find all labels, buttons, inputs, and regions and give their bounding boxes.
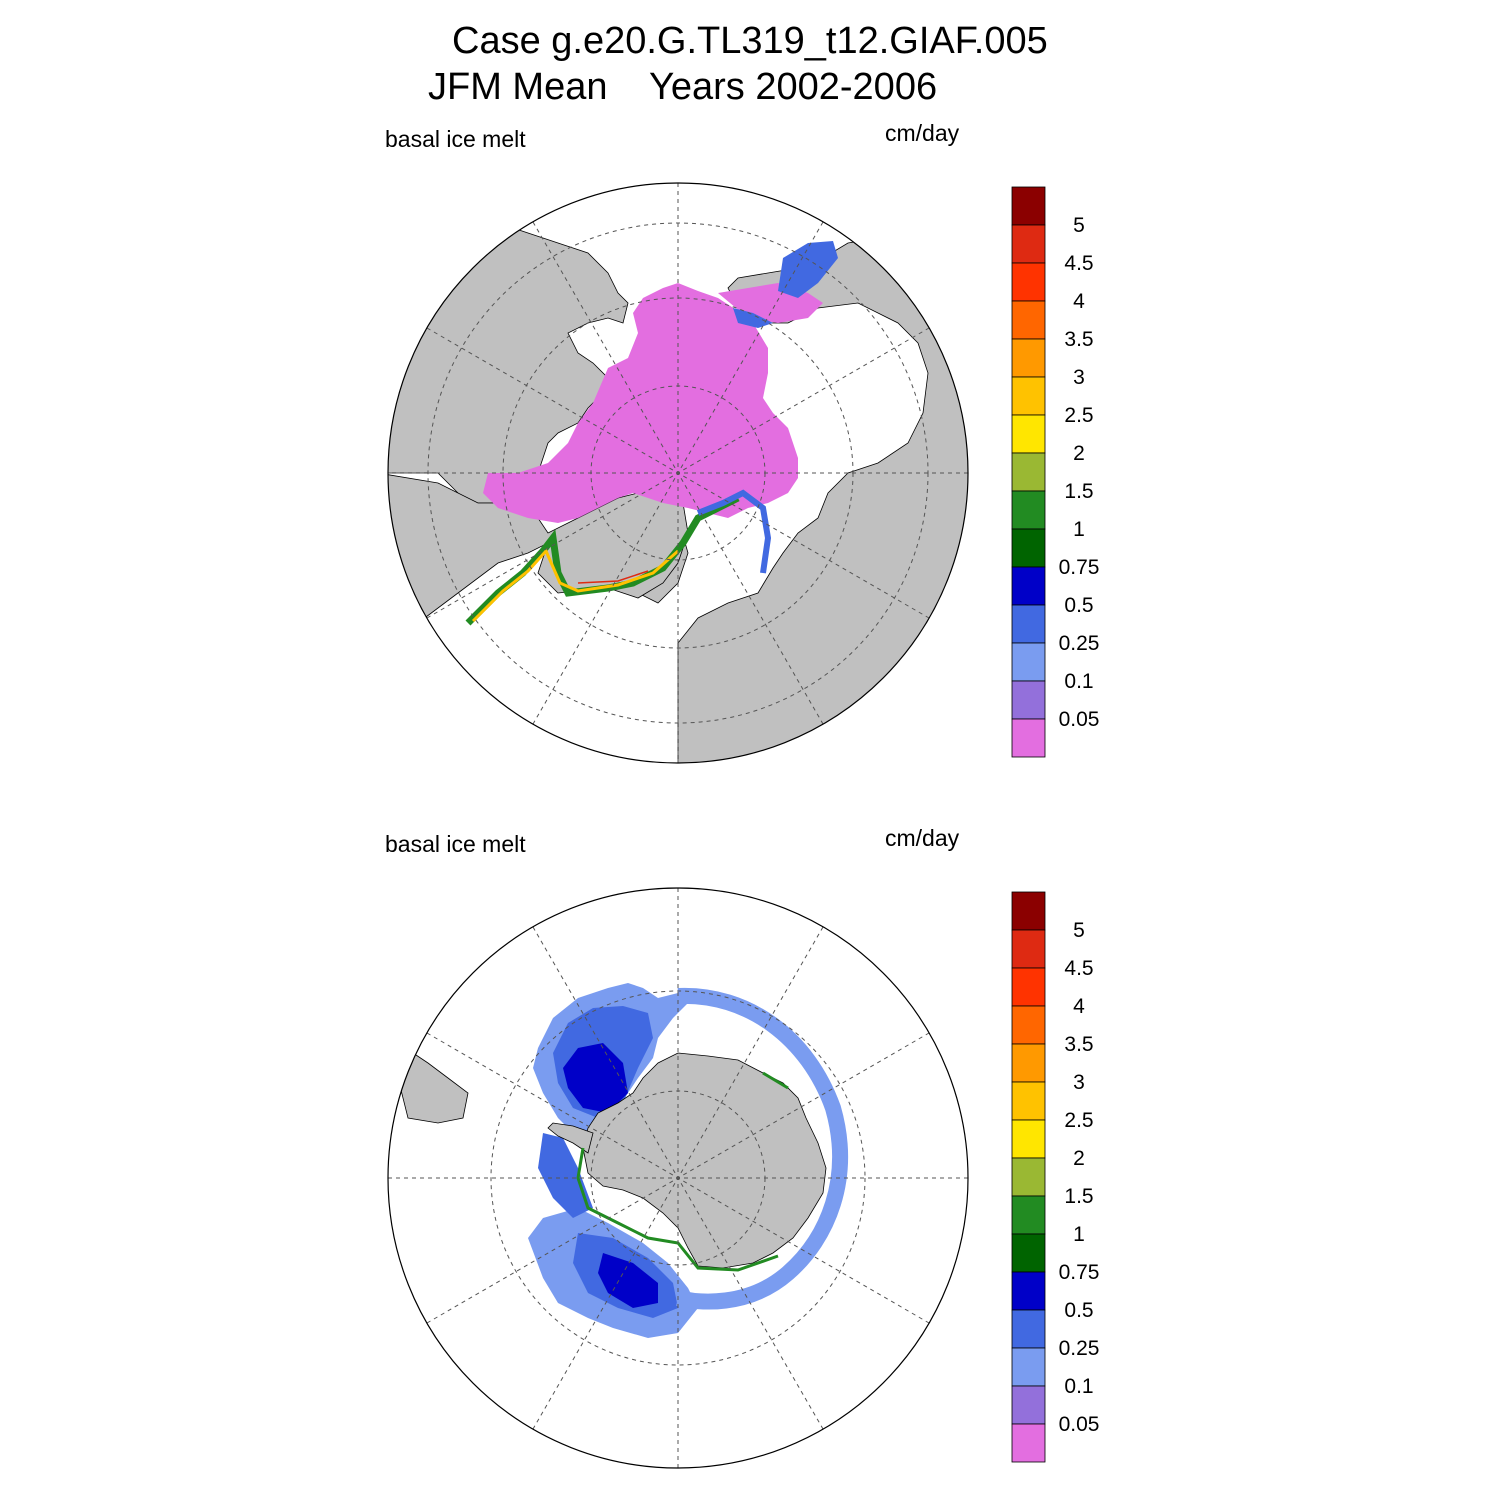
north-seaice-beringsea (778, 241, 838, 298)
south-land-southamerica (397, 1052, 469, 1124)
south-graticule (388, 888, 968, 1468)
north-colorbar-swatch (1011, 414, 1046, 454)
north-colorbar-swatch (1011, 642, 1046, 682)
north-colorbar-tick-label: 4.5 (1064, 252, 1093, 275)
north-colorbar: 5 4.5 4 3.5 3 2.5 2 1.5 1 0.75 0.5 0.25 0.1 0.05 (1011, 186, 1100, 758)
north-colorbar-tick-label: 1 (1073, 518, 1085, 541)
north-colorbar-swatch (1011, 680, 1046, 720)
figure-title-line2: JFM Mean Years 2002-2006 (428, 66, 938, 108)
north-colorbar-tick-label: 2.5 (1064, 404, 1093, 427)
north-colorbar-tick-label: 1.5 (1064, 480, 1093, 503)
south-colorbar-swatch (1011, 1423, 1046, 1463)
south-colorbar-tick-label: 0.5 (1064, 1299, 1093, 1322)
south-colorbar-swatch (1011, 1271, 1046, 1311)
north-miz-hot (471, 548, 679, 623)
north-colorbar-swatch (1011, 376, 1046, 416)
figure-title-line1: Case g.e20.G.TL319_t12.GIAF.005 (452, 20, 1048, 62)
south-colorbar-swatch (1011, 1233, 1046, 1273)
north-colorbar-swatch (1011, 490, 1046, 530)
north-colorbar-tick-label: 5 (1073, 214, 1085, 237)
north-colorbar-swatch (1011, 186, 1046, 226)
south-colorbar-swatch (1011, 1043, 1046, 1083)
north-colorbar-swatch (1011, 718, 1046, 758)
north-colorbar-swatch (1011, 300, 1046, 340)
south-colorbar-tick-label: 5 (1073, 919, 1085, 942)
north-colorbar-tick-label: 0.1 (1064, 670, 1093, 693)
south-seaice-west (538, 1133, 593, 1218)
north-graticule (388, 183, 968, 763)
north-colorbar-swatch (1011, 566, 1046, 606)
south-colorbar-tick-label: 4 (1073, 995, 1085, 1018)
south-seaice-ross-inner (598, 1253, 658, 1308)
north-colorbar-swatch (1011, 224, 1046, 264)
south-polar-map (387, 887, 969, 1469)
south-colorbar-swatch (1011, 1195, 1046, 1235)
south-colorbar-tick-label: 2 (1073, 1147, 1085, 1170)
south-colorbar-tick-label: 1 (1073, 1223, 1085, 1246)
south-colorbar-tick-label: 0.1 (1064, 1375, 1093, 1398)
south-colorbar-swatch (1011, 1119, 1046, 1159)
south-colorbar: 5 4.5 4 3.5 3 2.5 2 1.5 1 0.75 0.5 0.25 0.1 0.05 (1011, 891, 1100, 1463)
north-colorbar-tick-label: 0.25 (1059, 632, 1100, 655)
south-variable-label: basal ice melt (385, 831, 526, 857)
north-polar-map (387, 182, 969, 764)
north-units-label: cm/day (885, 120, 960, 146)
north-colorbar-swatch (1011, 452, 1046, 492)
south-colorbar-swatch (1011, 1347, 1046, 1387)
north-colorbar-swatch (1011, 338, 1046, 378)
north-colorbar-swatch (1011, 604, 1046, 644)
north-colorbar-tick-label: 4 (1073, 290, 1085, 313)
south-colorbar-tick-label: 0.25 (1059, 1337, 1100, 1360)
north-miz-barents (696, 489, 772, 574)
south-colorbar-tick-label: 0.05 (1059, 1413, 1100, 1436)
south-colorbar-swatch (1011, 1385, 1046, 1425)
south-colorbar-swatch (1011, 1157, 1046, 1197)
south-colorbar-tick-label: 3 (1073, 1071, 1085, 1094)
south-colorbar-swatch (1011, 967, 1046, 1007)
north-seaice-okhotsk (733, 308, 773, 328)
north-map-border (387, 182, 969, 764)
south-map-border (387, 887, 969, 1469)
north-colorbar-swatch (1011, 262, 1046, 302)
south-colorbar-tick-label: 0.75 (1059, 1261, 1100, 1284)
south-seaice-ring (676, 987, 848, 1310)
south-colorbar-tick-label: 2.5 (1064, 1109, 1093, 1132)
south-coastal-band (576, 1071, 789, 1272)
north-colorbar-tick-label: 3.5 (1064, 328, 1093, 351)
south-colorbar-swatch (1011, 1005, 1046, 1045)
north-colorbar-tick-label: 3 (1073, 366, 1085, 389)
south-land-peninsula (547, 1122, 594, 1154)
north-colorbar-tick-label: 2 (1073, 442, 1085, 465)
south-colorbar-swatch (1011, 929, 1046, 969)
south-units-label: cm/day (885, 825, 960, 851)
north-colorbar-tick-label: 0.05 (1059, 708, 1100, 731)
north-colorbar-swatch (1011, 528, 1046, 568)
south-seaice-weddell-inner (563, 1043, 628, 1113)
south-colorbar-tick-label: 3.5 (1064, 1033, 1093, 1056)
south-colorbar-tick-label: 1.5 (1064, 1185, 1093, 1208)
south-colorbar-swatch (1011, 1081, 1046, 1121)
north-colorbar-tick-label: 0.75 (1059, 556, 1100, 579)
north-miz-core (577, 570, 649, 584)
south-colorbar-swatch (1011, 891, 1046, 931)
south-colorbar-tick-label: 4.5 (1064, 957, 1093, 980)
north-colorbar-tick-label: 0.5 (1064, 594, 1093, 617)
south-colorbar-swatch (1011, 1309, 1046, 1349)
north-variable-label: basal ice melt (385, 126, 526, 152)
north-seaice-central (483, 283, 798, 523)
